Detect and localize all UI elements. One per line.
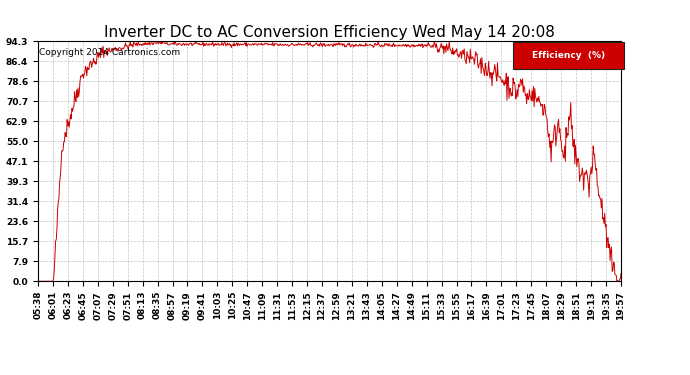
- Title: Inverter DC to AC Conversion Efficiency Wed May 14 20:08: Inverter DC to AC Conversion Efficiency …: [104, 25, 555, 40]
- Text: Copyright 2014 Cartronics.com: Copyright 2014 Cartronics.com: [39, 48, 179, 57]
- FancyBboxPatch shape: [513, 42, 624, 69]
- Text: Efficiency  (%): Efficiency (%): [532, 51, 605, 60]
